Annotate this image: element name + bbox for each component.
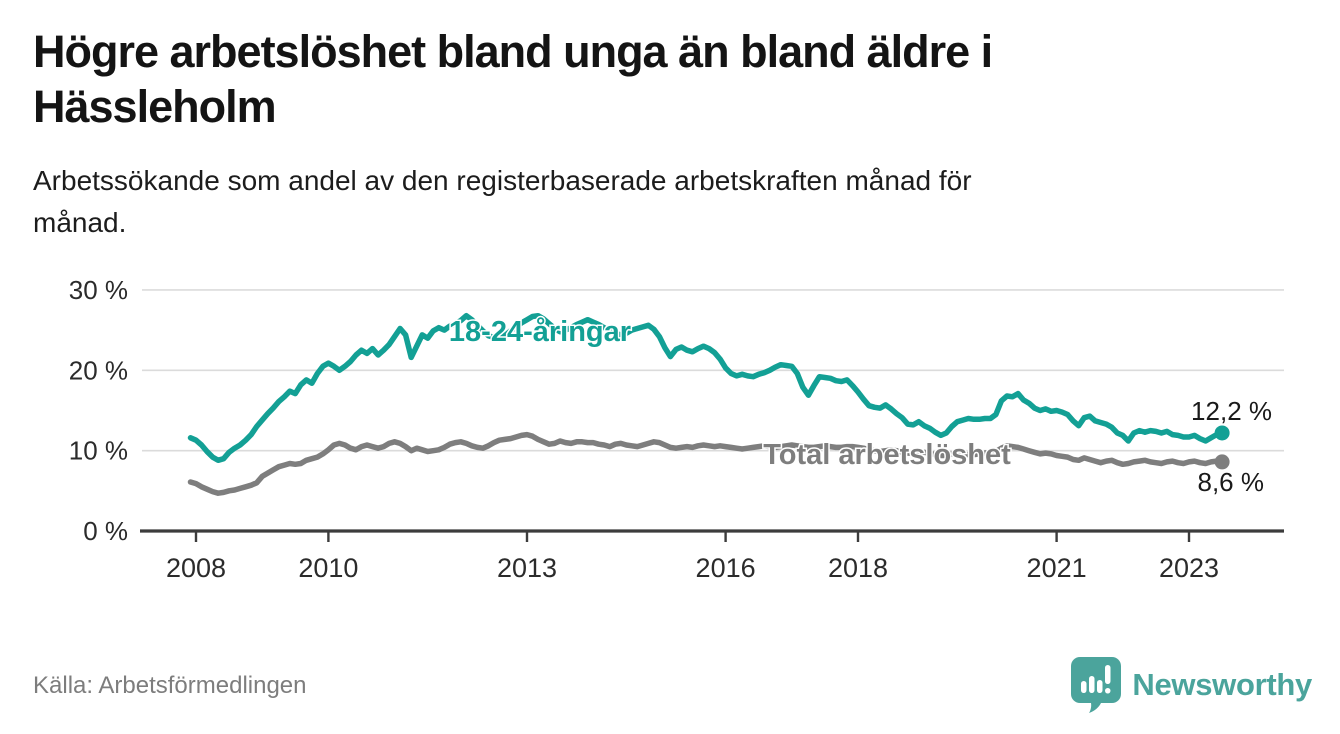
series-label-youth: 18-24-åringar [449, 316, 631, 348]
chart-x-tick-label: 2018 [828, 553, 888, 583]
series-end-dot-youth [1214, 425, 1230, 441]
chart-area: 30 % 20 % 10 % 0 % 2008 2010 2013 2016 2018 2021 2… [0, 262, 1340, 602]
chart-y-tick-label: 30 % [69, 275, 128, 305]
newsworthy-logo-icon [1070, 656, 1122, 714]
newsworthy-logo-text: Newsworthy [1132, 667, 1312, 702]
chart-y-tick-label: 0 % [83, 516, 128, 546]
series-end-dot-total [1214, 454, 1230, 470]
series-line-total [187, 431, 1225, 496]
series-end-value-total: 8,6 % [1198, 467, 1265, 497]
chart-subtitle: Arbetssökande som andel av den registerb… [33, 165, 972, 238]
series-line-youth [187, 312, 1225, 464]
chart-x-tick-label: 2021 [1027, 553, 1087, 583]
chart-x-tick-label: 2010 [298, 553, 358, 583]
chart-title: Högre arbetslöshet bland unga än bland ä… [33, 26, 993, 133]
series-end-value-youth: 12,2 % [1191, 396, 1272, 426]
chart-y-tick-label: 10 % [69, 436, 128, 466]
chart-y-tick-label: 20 % [69, 355, 128, 385]
series-label-total: Total arbetslöshet [763, 439, 1011, 471]
chart-x-tick-label: 2023 [1159, 553, 1219, 583]
chart-x-tick-label: 2008 [166, 553, 226, 583]
chart-x-tick-label: 2013 [497, 553, 557, 583]
newsworthy-logo[interactable]: Newsworthy [1070, 656, 1312, 714]
source-note: Källa: Arbetsförmedlingen [33, 672, 307, 699]
chart-x-tick-label: 2016 [696, 553, 756, 583]
chart-svg: 30 % 20 % 10 % 0 % 2008 2010 2013 2016 2018 2021 2… [69, 275, 1284, 583]
